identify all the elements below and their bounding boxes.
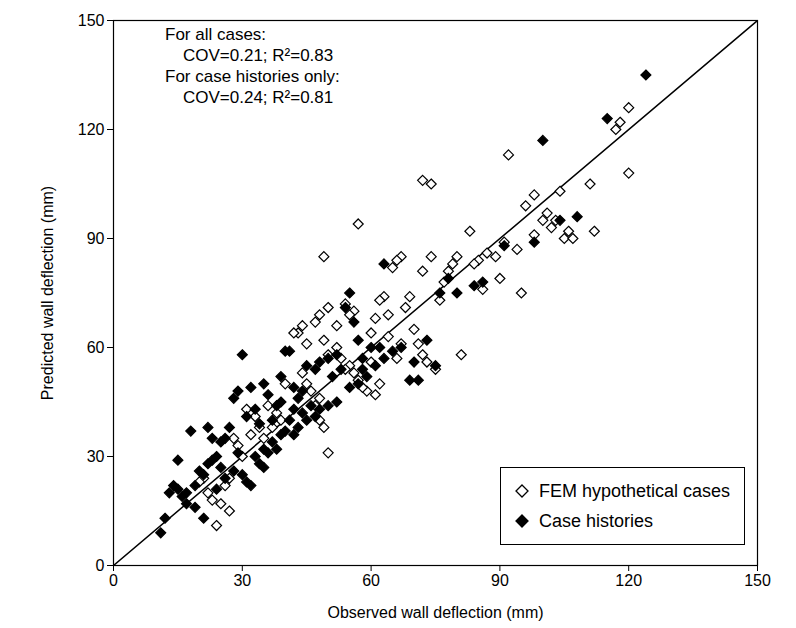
svg-text:60: 60 — [87, 339, 105, 356]
svg-text:150: 150 — [744, 572, 771, 589]
html-text:For case histories only:: For case histories only: — [165, 67, 340, 86]
html-text:Case histories: Case histories — [538, 511, 653, 531]
svg-text:90: 90 — [491, 572, 509, 589]
svg-text:150: 150 — [78, 12, 105, 29]
svg-text:120: 120 — [615, 572, 642, 589]
svg-text:Observed wall deflection (mm): Observed wall deflection (mm) — [327, 604, 543, 621]
svg-text:60: 60 — [362, 572, 380, 589]
svg-text:120: 120 — [78, 121, 105, 138]
html-text:COV=0.21; R²=0.83: COV=0.21; R²=0.83 — [183, 46, 334, 65]
svg-text:30: 30 — [233, 572, 251, 589]
svg-text:90: 90 — [87, 230, 105, 247]
svg-text:0: 0 — [96, 557, 105, 574]
html-text:For all cases:: For all cases: — [165, 25, 267, 44]
html-text:COV=0.24; R²=0.81: COV=0.24; R²=0.81 — [183, 88, 334, 107]
svg-text:Predicted wall deflection (mm): Predicted wall deflection (mm) — [39, 186, 56, 400]
html-text:FEM hypothetical cases: FEM hypothetical cases — [538, 481, 730, 501]
svg-text:30: 30 — [87, 448, 105, 465]
svg-text:0: 0 — [109, 572, 118, 589]
